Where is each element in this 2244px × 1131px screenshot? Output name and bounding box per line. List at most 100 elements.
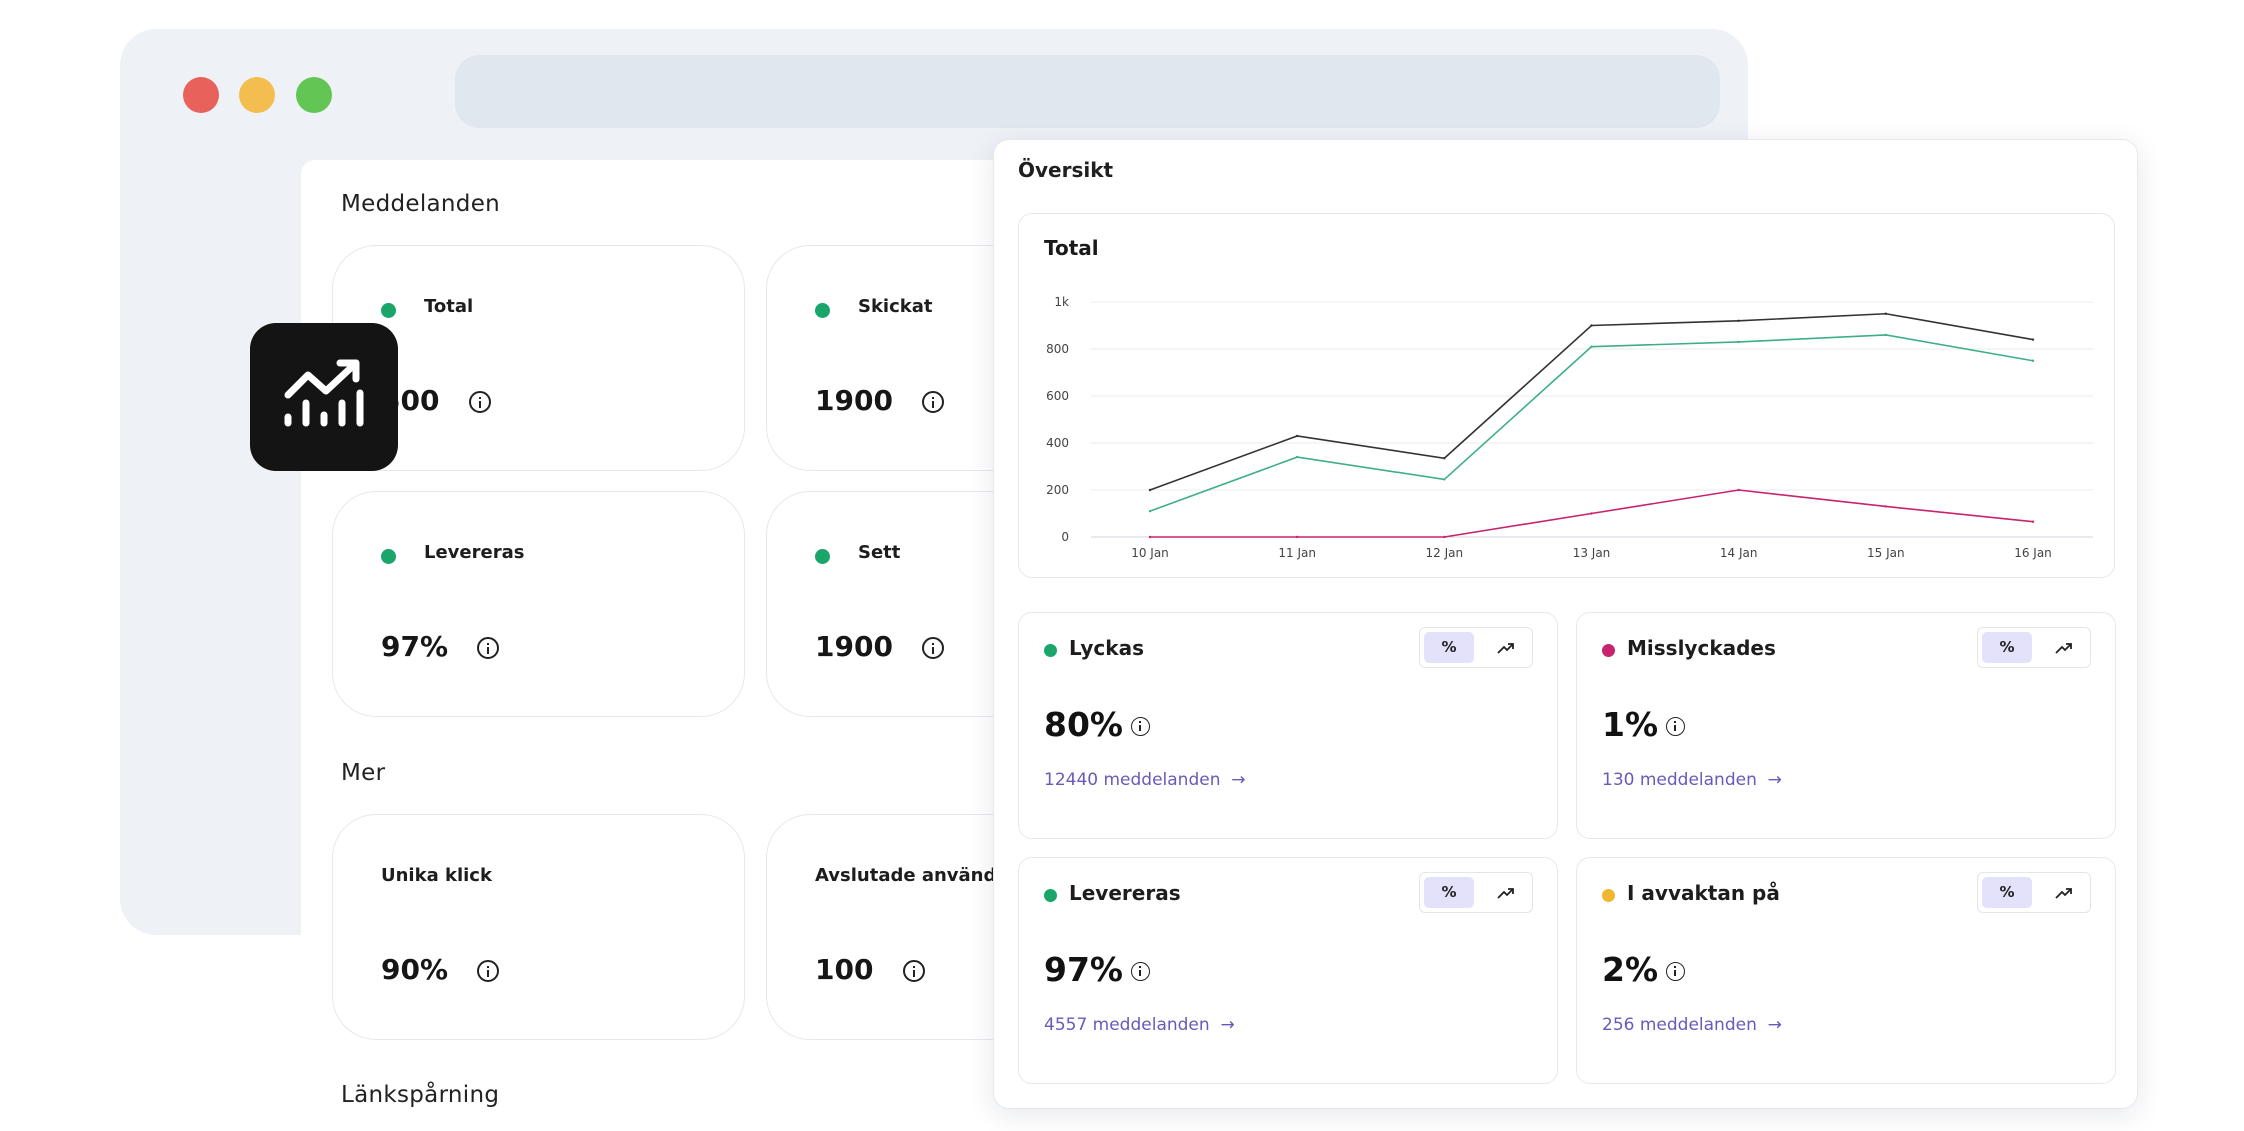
arrow-right-icon: → <box>1231 770 1246 790</box>
x-tick-label: 10 Jan <box>1131 546 1169 560</box>
stat-card-pending[interactable]: I avvaktan på % 2% 256 meddelanden → <box>1576 857 2116 1084</box>
x-tick-label: 13 Jan <box>1573 546 1611 560</box>
metric-label: Unika klick <box>381 865 492 886</box>
messages-link[interactable]: 256 meddelanden → <box>1602 1015 1782 1035</box>
messages-link[interactable]: 12440 meddelanden → <box>1044 770 1246 790</box>
data-point <box>1443 535 1446 539</box>
data-point <box>1884 505 1888 508</box>
data-point <box>1590 345 1593 348</box>
metric-card-total[interactable]: Total 500 <box>332 245 745 471</box>
stat-card-succeeded[interactable]: Lyckas % 80% 12440 meddelanden → <box>1018 612 1558 839</box>
close-window-button[interactable] <box>183 77 219 113</box>
metric-label: Levereras <box>424 542 525 563</box>
percent-toggle-button[interactable]: % <box>1424 632 1474 663</box>
data-point <box>1295 535 1299 539</box>
stat-card-delivered[interactable]: Levereras % 97% 4557 meddelanden → <box>1018 857 1558 1084</box>
status-dot <box>381 303 396 318</box>
y-tick-label: 0 <box>1061 530 1069 544</box>
total-line-chart: 0 200 400 600 800 1k 10 Jan 11 Jan 12 Jan 13 Jan 1… <box>1046 295 2093 560</box>
info-icon[interactable] <box>902 960 925 982</box>
data-point <box>1737 340 1740 344</box>
stat-value: 2% <box>1602 950 1686 989</box>
view-toggle: % <box>1977 872 2091 913</box>
metric-value: 1900 <box>815 384 945 417</box>
series-line-1 <box>1149 312 2034 491</box>
stat-value: 97% <box>1044 950 1150 989</box>
data-point <box>1590 512 1593 515</box>
data-point <box>1884 333 1888 337</box>
data-point <box>1148 488 1152 492</box>
x-tick-label: 14 Jan <box>1720 546 1758 560</box>
info-icon[interactable] <box>1131 717 1150 736</box>
x-tick-label: 15 Jan <box>1867 546 1905 560</box>
total-chart-card: Total 0 200 400 600 800 1k 10 Jan 11 Jan 12 Jan 1… <box>1018 213 2115 578</box>
y-tick-label: 800 <box>1046 342 1069 356</box>
section-title-messages: Meddelanden <box>341 191 501 217</box>
series-line-2 <box>1149 334 2034 512</box>
stat-value: 1% <box>1602 705 1686 744</box>
stat-label: Levereras <box>1069 881 1181 905</box>
maximize-window-button[interactable] <box>296 77 332 113</box>
view-toggle: % <box>1419 627 1533 668</box>
percent-toggle-button[interactable]: % <box>1424 877 1474 908</box>
metric-label: Skickat <box>858 296 933 317</box>
info-icon[interactable] <box>1131 962 1150 981</box>
data-point <box>1737 488 1740 492</box>
trend-toggle-icon[interactable] <box>1496 884 1516 902</box>
percent-toggle-button[interactable]: % <box>1982 877 2032 908</box>
metric-value: 90% <box>381 953 500 986</box>
info-icon[interactable] <box>468 391 491 413</box>
y-tick-label: 400 <box>1046 436 1069 450</box>
info-icon[interactable] <box>1666 717 1686 736</box>
metric-value: 1900 <box>815 630 945 663</box>
stat-label: Lyckas <box>1069 636 1144 660</box>
info-icon[interactable] <box>922 637 945 659</box>
data-point <box>1148 509 1152 513</box>
data-point <box>1148 535 1152 539</box>
minimize-window-button[interactable] <box>239 77 275 113</box>
messages-link[interactable]: 4557 meddelanden → <box>1044 1015 1235 1035</box>
status-dot <box>1044 644 1057 657</box>
analytics-app-icon <box>250 323 398 471</box>
overview-title: Översikt <box>1018 158 1114 182</box>
arrow-right-icon: → <box>1767 1015 1782 1035</box>
data-point <box>1443 457 1446 460</box>
percent-toggle-button[interactable]: % <box>1982 632 2032 663</box>
data-point <box>1295 434 1299 438</box>
stat-card-failed[interactable]: Misslyckades % 1% 130 meddelanden → <box>1576 612 2116 839</box>
metric-label: Sett <box>858 542 901 563</box>
status-dot <box>1602 889 1615 902</box>
data-point <box>1295 455 1299 459</box>
data-point <box>2031 359 2035 362</box>
stat-label: I avvaktan på <box>1627 881 1780 905</box>
section-title-link-tracking: Länkspårning <box>341 1082 500 1108</box>
section-title-more: Mer <box>341 760 386 786</box>
metric-card-unique-clicks[interactable]: Unika klick 90% <box>332 814 745 1040</box>
x-tick-label: 11 Jan <box>1278 546 1316 560</box>
overview-panel: Översikt Total 0 200 400 600 800 1k 10 Jan 11 J… <box>993 139 2138 1109</box>
x-tick-label: 16 Jan <box>2014 546 2052 560</box>
info-icon[interactable] <box>477 960 500 982</box>
metric-value: 97% <box>381 630 500 663</box>
info-icon[interactable] <box>922 391 945 413</box>
data-point <box>1737 319 1740 322</box>
metric-value: 100 <box>815 953 925 986</box>
trend-toggle-icon[interactable] <box>1496 639 1516 657</box>
arrow-right-icon: → <box>1220 1015 1235 1035</box>
info-icon[interactable] <box>1666 962 1686 981</box>
trend-toggle-icon[interactable] <box>2054 884 2074 902</box>
stat-value: 80% <box>1044 705 1150 744</box>
status-dot <box>381 549 396 564</box>
info-icon[interactable] <box>477 637 500 659</box>
data-point <box>2031 338 2035 341</box>
metric-card-delivered[interactable]: Levereras 97% <box>332 491 745 717</box>
trend-toggle-icon[interactable] <box>2054 639 2074 657</box>
y-tick-label: 600 <box>1046 389 1069 403</box>
status-dot <box>815 303 830 318</box>
view-toggle: % <box>1977 627 2091 668</box>
status-dot <box>1602 644 1615 657</box>
messages-link[interactable]: 130 meddelanden → <box>1602 770 1782 790</box>
address-bar[interactable] <box>455 55 1720 128</box>
y-tick-label: 1k <box>1054 295 1069 309</box>
stat-label: Misslyckades <box>1627 636 1776 660</box>
